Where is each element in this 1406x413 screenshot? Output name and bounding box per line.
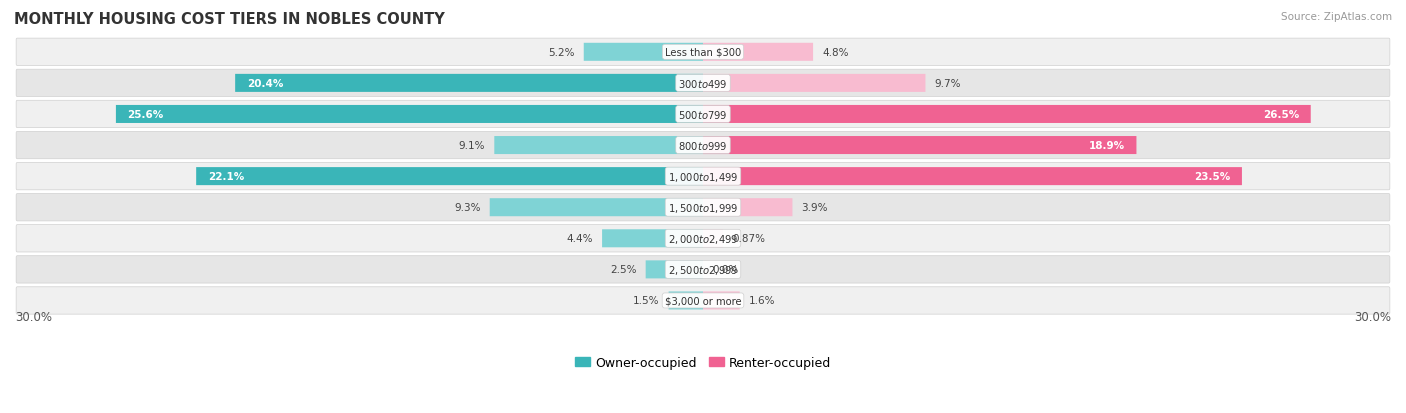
FancyBboxPatch shape [645,261,703,279]
FancyBboxPatch shape [703,199,793,217]
Text: $1,500 to $1,999: $1,500 to $1,999 [668,201,738,214]
FancyBboxPatch shape [703,292,740,310]
Text: $500 to $799: $500 to $799 [678,109,728,121]
Text: $3,000 or more: $3,000 or more [665,296,741,306]
FancyBboxPatch shape [197,168,703,186]
Text: 22.1%: 22.1% [208,172,243,182]
Text: MONTHLY HOUSING COST TIERS IN NOBLES COUNTY: MONTHLY HOUSING COST TIERS IN NOBLES COU… [14,12,444,27]
Text: Source: ZipAtlas.com: Source: ZipAtlas.com [1281,12,1392,22]
FancyBboxPatch shape [703,106,1310,123]
Text: 9.7%: 9.7% [935,79,962,89]
FancyBboxPatch shape [489,199,703,217]
Text: 20.4%: 20.4% [246,79,283,89]
FancyBboxPatch shape [703,75,925,93]
FancyBboxPatch shape [235,75,703,93]
FancyBboxPatch shape [15,194,1391,221]
FancyBboxPatch shape [15,225,1391,252]
FancyBboxPatch shape [15,70,1391,97]
Text: 18.9%: 18.9% [1088,141,1125,151]
FancyBboxPatch shape [495,137,703,155]
Text: 4.8%: 4.8% [823,47,849,58]
Text: $1,000 to $1,499: $1,000 to $1,499 [668,170,738,183]
FancyBboxPatch shape [703,168,1241,186]
Text: 5.2%: 5.2% [548,47,575,58]
Text: 25.6%: 25.6% [128,110,163,120]
Text: 0.87%: 0.87% [733,234,765,244]
FancyBboxPatch shape [703,230,723,248]
FancyBboxPatch shape [15,101,1391,128]
Text: $2,500 to $2,999: $2,500 to $2,999 [668,263,738,276]
Text: 30.0%: 30.0% [15,311,52,323]
Text: 1.6%: 1.6% [749,296,775,306]
Text: 9.3%: 9.3% [454,203,481,213]
Text: Less than $300: Less than $300 [665,47,741,58]
Legend: Owner-occupied, Renter-occupied: Owner-occupied, Renter-occupied [569,351,837,374]
Text: 3.9%: 3.9% [801,203,828,213]
Text: 9.1%: 9.1% [458,141,485,151]
Text: $300 to $499: $300 to $499 [678,78,728,90]
Text: 4.4%: 4.4% [567,234,593,244]
FancyBboxPatch shape [15,132,1391,159]
FancyBboxPatch shape [115,106,703,123]
Text: 1.5%: 1.5% [633,296,659,306]
Text: 23.5%: 23.5% [1194,172,1230,182]
FancyBboxPatch shape [602,230,703,248]
FancyBboxPatch shape [703,44,813,62]
FancyBboxPatch shape [15,163,1391,190]
FancyBboxPatch shape [15,39,1391,66]
FancyBboxPatch shape [669,292,703,310]
Text: 26.5%: 26.5% [1263,110,1299,120]
Text: 30.0%: 30.0% [1354,311,1391,323]
Text: $2,000 to $2,499: $2,000 to $2,499 [668,232,738,245]
FancyBboxPatch shape [703,137,1136,155]
Text: 0.0%: 0.0% [713,265,738,275]
FancyBboxPatch shape [15,287,1391,314]
FancyBboxPatch shape [15,256,1391,283]
Text: $800 to $999: $800 to $999 [678,140,728,152]
Text: 2.5%: 2.5% [610,265,637,275]
FancyBboxPatch shape [583,44,703,62]
